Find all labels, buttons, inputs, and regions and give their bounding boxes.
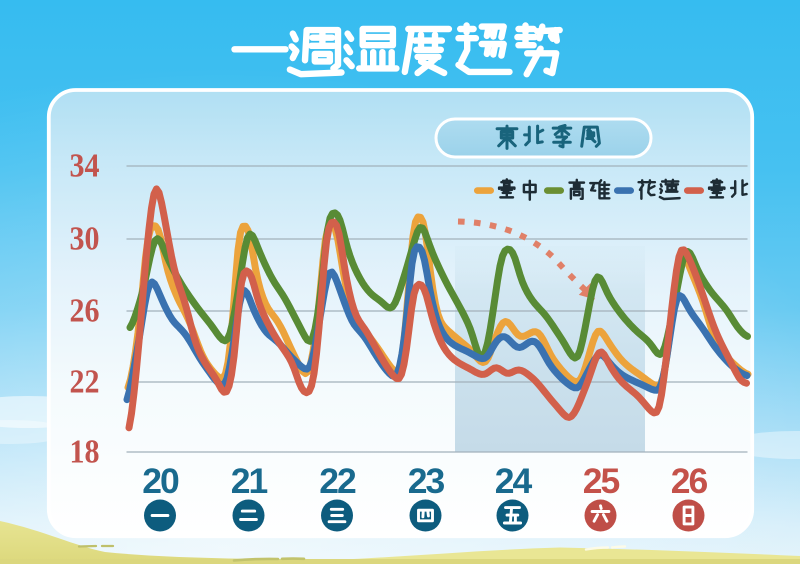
svg-text:26: 26 xyxy=(671,461,708,501)
svg-text:18: 18 xyxy=(70,434,100,471)
svg-text:24: 24 xyxy=(495,461,533,501)
svg-text:26: 26 xyxy=(70,293,100,330)
svg-text:22: 22 xyxy=(70,364,100,401)
svg-text:25: 25 xyxy=(583,461,620,501)
svg-text:34: 34 xyxy=(70,148,100,185)
svg-text:21: 21 xyxy=(231,461,268,501)
svg-text:30: 30 xyxy=(70,221,100,258)
svg-text:22: 22 xyxy=(319,461,356,501)
svg-text:23: 23 xyxy=(408,461,445,501)
svg-text:20: 20 xyxy=(142,461,179,501)
